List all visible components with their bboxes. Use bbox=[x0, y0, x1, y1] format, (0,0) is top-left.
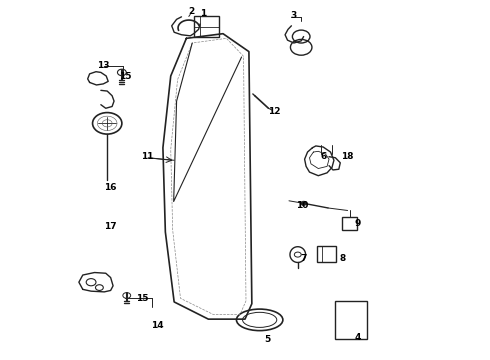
Text: 18: 18 bbox=[342, 152, 354, 161]
Ellipse shape bbox=[237, 309, 283, 330]
Text: 15: 15 bbox=[136, 294, 148, 303]
Text: 7: 7 bbox=[300, 255, 307, 264]
Bar bbox=[194, 17, 219, 37]
Text: 8: 8 bbox=[340, 254, 346, 263]
Bar bbox=[318, 246, 336, 262]
Text: 11: 11 bbox=[141, 152, 153, 161]
Text: 1: 1 bbox=[200, 9, 207, 18]
Text: 15: 15 bbox=[119, 72, 131, 81]
Text: 16: 16 bbox=[104, 183, 117, 192]
Text: 17: 17 bbox=[104, 222, 117, 231]
Text: 14: 14 bbox=[151, 321, 163, 330]
Bar bbox=[335, 301, 367, 338]
Bar bbox=[342, 217, 357, 230]
Text: 13: 13 bbox=[97, 61, 110, 70]
Text: 4: 4 bbox=[354, 333, 361, 342]
Text: 9: 9 bbox=[354, 219, 361, 228]
Text: 10: 10 bbox=[296, 201, 309, 210]
Circle shape bbox=[301, 201, 307, 206]
Text: 3: 3 bbox=[291, 10, 297, 19]
Text: 5: 5 bbox=[264, 335, 270, 344]
Ellipse shape bbox=[243, 312, 277, 327]
Text: 2: 2 bbox=[188, 7, 195, 16]
Text: 6: 6 bbox=[320, 152, 326, 161]
Text: 12: 12 bbox=[268, 107, 281, 116]
